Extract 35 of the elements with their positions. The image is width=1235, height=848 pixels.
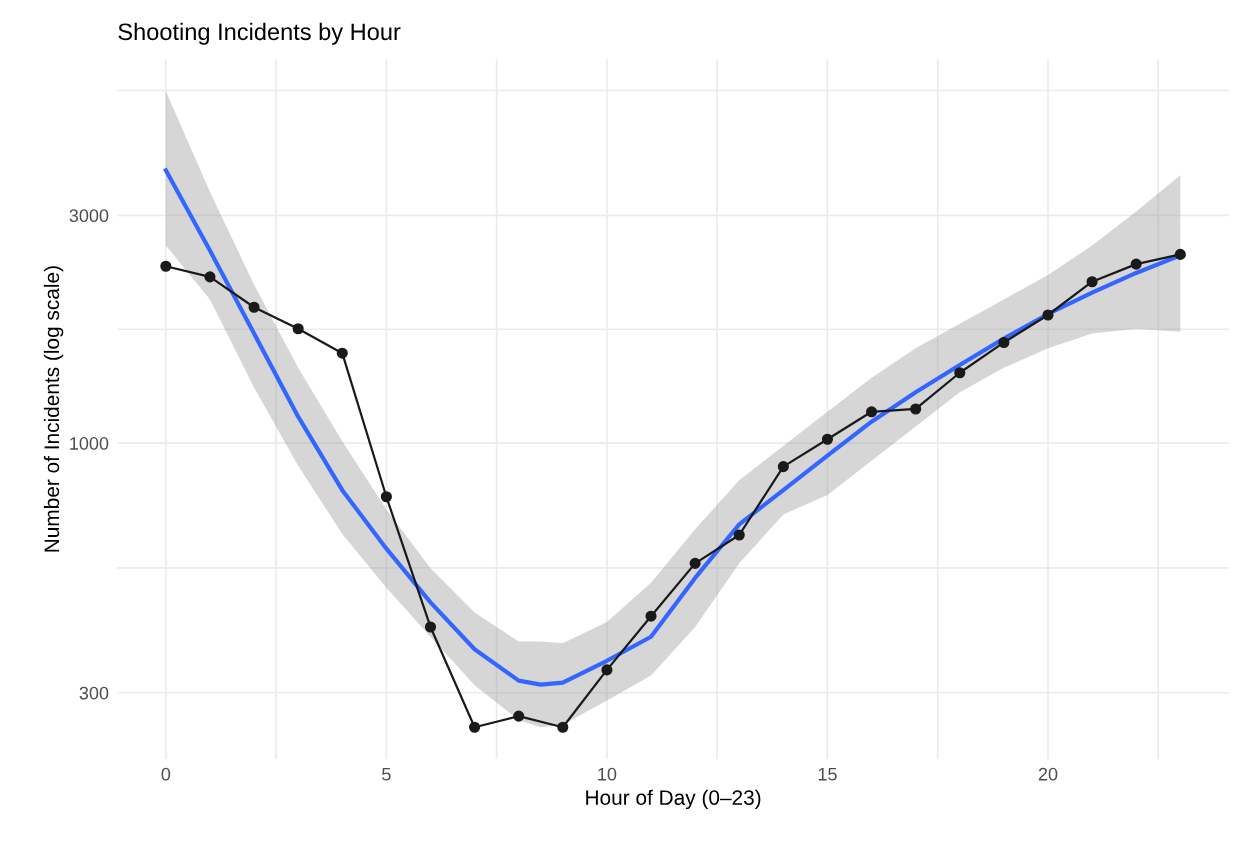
x-tick-label: 0 bbox=[161, 767, 171, 781]
x-tick-label: 10 bbox=[598, 767, 617, 781]
point bbox=[645, 610, 657, 622]
point bbox=[910, 403, 922, 415]
point bbox=[954, 367, 966, 379]
point bbox=[469, 721, 481, 733]
y-tick-label: 1000 bbox=[70, 437, 109, 450]
x-tick-label: 15 bbox=[818, 767, 837, 781]
point bbox=[1086, 276, 1098, 288]
point bbox=[557, 721, 569, 733]
point bbox=[204, 271, 216, 283]
point bbox=[380, 491, 392, 503]
point bbox=[1130, 258, 1142, 270]
y-axis-title: Number of Incidents (log scale) bbox=[43, 266, 64, 552]
point bbox=[160, 260, 172, 272]
point bbox=[424, 621, 437, 633]
point bbox=[866, 406, 878, 418]
point bbox=[336, 347, 348, 359]
point bbox=[1174, 248, 1186, 260]
point bbox=[777, 461, 789, 473]
point bbox=[689, 557, 701, 569]
point bbox=[601, 664, 613, 676]
y-tick-label: 300 bbox=[79, 686, 109, 700]
x-axis-title: Hour of Day (0–23) bbox=[586, 789, 761, 810]
x-tick-label: 5 bbox=[382, 767, 391, 781]
point bbox=[733, 529, 745, 541]
point bbox=[248, 301, 260, 313]
point bbox=[292, 323, 304, 335]
chart-title: Shooting Incidents by Hour bbox=[118, 22, 401, 45]
point bbox=[821, 433, 834, 445]
y-tick-label: 3000 bbox=[69, 209, 109, 223]
point bbox=[1042, 309, 1054, 321]
point bbox=[998, 336, 1010, 349]
point bbox=[513, 710, 525, 722]
x-tick-label: 20 bbox=[1038, 767, 1058, 781]
